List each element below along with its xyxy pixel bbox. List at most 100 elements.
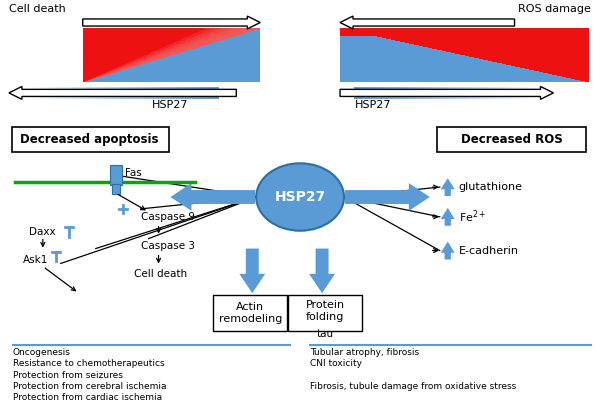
Polygon shape [216,30,254,32]
Polygon shape [237,35,260,36]
Polygon shape [209,30,254,32]
Polygon shape [99,75,106,76]
Polygon shape [539,71,589,72]
Polygon shape [511,65,589,66]
Polygon shape [96,78,260,79]
Polygon shape [340,47,428,48]
Polygon shape [122,70,260,71]
Polygon shape [340,32,358,34]
Polygon shape [213,34,241,35]
Polygon shape [92,79,260,80]
Polygon shape [340,63,502,64]
Polygon shape [167,51,185,52]
Polygon shape [137,61,152,62]
Polygon shape [168,56,260,57]
Polygon shape [128,62,148,63]
Polygon shape [83,35,237,36]
Polygon shape [97,76,103,77]
Polygon shape [95,77,99,78]
Polygon shape [126,66,136,67]
Polygon shape [241,34,260,35]
Polygon shape [488,60,589,61]
Polygon shape [181,46,201,47]
Polygon shape [234,36,260,37]
Polygon shape [83,61,152,62]
Polygon shape [502,63,589,64]
Polygon shape [340,73,548,74]
Polygon shape [139,65,260,66]
Polygon shape [183,45,205,46]
Polygon shape [83,70,122,71]
Polygon shape [309,249,335,293]
Polygon shape [83,30,254,32]
Polygon shape [340,65,511,66]
Polygon shape [163,47,198,48]
Polygon shape [91,79,92,80]
Polygon shape [149,53,178,54]
Polygon shape [175,44,208,45]
Polygon shape [89,80,260,81]
Text: Tubular atrophy, fibrosis: Tubular atrophy, fibrosis [310,348,419,357]
Polygon shape [83,69,125,70]
Polygon shape [340,86,553,99]
Polygon shape [146,56,168,57]
Polygon shape [340,50,442,51]
Polygon shape [391,39,589,41]
Text: CNI toxicity: CNI toxicity [310,359,362,368]
Polygon shape [202,30,254,32]
Polygon shape [83,49,191,50]
Polygon shape [173,47,198,48]
Polygon shape [340,30,349,32]
Polygon shape [104,74,109,75]
Polygon shape [83,40,221,41]
Polygon shape [169,44,208,45]
Polygon shape [149,56,168,57]
Polygon shape [83,77,99,78]
Polygon shape [135,59,158,60]
Polygon shape [441,242,455,260]
Polygon shape [121,67,132,68]
Polygon shape [131,63,145,64]
Polygon shape [126,63,145,64]
Polygon shape [178,53,260,54]
Polygon shape [116,69,125,70]
Polygon shape [340,81,585,82]
Polygon shape [83,81,86,82]
Polygon shape [193,39,224,41]
Polygon shape [194,48,260,49]
Polygon shape [214,28,260,30]
Polygon shape [506,64,589,65]
Polygon shape [340,37,382,38]
Polygon shape [493,61,589,62]
Polygon shape [158,49,191,50]
Polygon shape [92,78,96,79]
Text: Actin: Actin [236,302,265,312]
Polygon shape [131,61,152,62]
Polygon shape [340,76,562,77]
Text: Protection from seizures: Protection from seizures [13,371,123,379]
Polygon shape [460,54,589,55]
Polygon shape [340,60,488,61]
Polygon shape [395,40,589,41]
Polygon shape [446,51,589,52]
Polygon shape [340,54,460,55]
Polygon shape [103,74,109,75]
Polygon shape [86,81,260,82]
Text: Resistance to chemotherapeutics: Resistance to chemotherapeutics [13,359,164,368]
Polygon shape [340,48,433,49]
Polygon shape [340,64,506,65]
Polygon shape [377,36,589,37]
Polygon shape [155,54,175,55]
Polygon shape [199,39,224,41]
Polygon shape [534,70,589,71]
Polygon shape [178,45,205,46]
Polygon shape [113,70,122,71]
Polygon shape [340,55,464,56]
Polygon shape [155,60,260,61]
Text: ROS damage: ROS damage [518,4,592,14]
Polygon shape [102,74,109,75]
Polygon shape [106,73,112,74]
Polygon shape [206,34,241,35]
Polygon shape [83,47,198,48]
Polygon shape [83,62,148,63]
